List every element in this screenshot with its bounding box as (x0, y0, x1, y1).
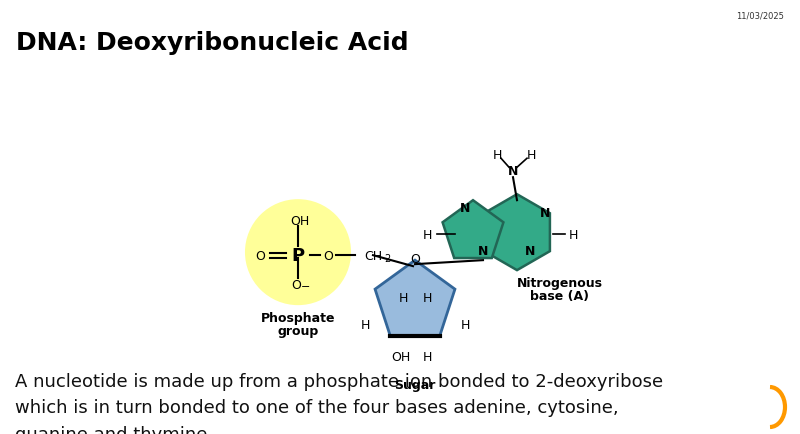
Text: DNA: Deoxyribonucleic Acid: DNA: Deoxyribonucleic Acid (16, 31, 409, 55)
Text: O: O (291, 278, 301, 291)
Text: H: H (422, 291, 432, 304)
Text: O: O (255, 249, 265, 262)
Text: H: H (422, 228, 432, 241)
Text: O: O (323, 249, 333, 262)
Text: H: H (568, 228, 578, 241)
Polygon shape (484, 195, 550, 270)
Text: 11/03/2025: 11/03/2025 (736, 12, 784, 21)
Polygon shape (375, 260, 455, 336)
Text: H: H (360, 318, 370, 331)
Text: H: H (460, 318, 470, 331)
Polygon shape (442, 201, 503, 258)
Text: N: N (460, 201, 470, 214)
Text: H: H (422, 350, 432, 363)
Text: N: N (478, 244, 488, 257)
Text: 2: 2 (384, 253, 390, 263)
Text: −: − (302, 282, 310, 292)
Text: H: H (492, 148, 502, 161)
Text: Phosphate: Phosphate (261, 311, 335, 324)
Text: OH: OH (290, 214, 310, 227)
Text: Sugar: Sugar (394, 378, 436, 391)
Text: OH: OH (391, 350, 410, 363)
Circle shape (246, 201, 350, 304)
Text: Nitrogenous: Nitrogenous (517, 276, 603, 289)
Text: P: P (291, 247, 305, 265)
Text: H: H (398, 291, 408, 304)
Text: O: O (410, 252, 420, 265)
Text: CH: CH (364, 249, 382, 262)
Text: A nucleotide is made up from a phosphate ion bonded to 2-deoxyribose
which is in: A nucleotide is made up from a phosphate… (15, 372, 663, 434)
Text: base (A): base (A) (530, 289, 590, 302)
Text: N: N (540, 206, 550, 219)
Text: N: N (525, 244, 535, 257)
Text: H: H (526, 148, 536, 161)
Text: N: N (508, 164, 518, 178)
Text: group: group (278, 324, 318, 337)
